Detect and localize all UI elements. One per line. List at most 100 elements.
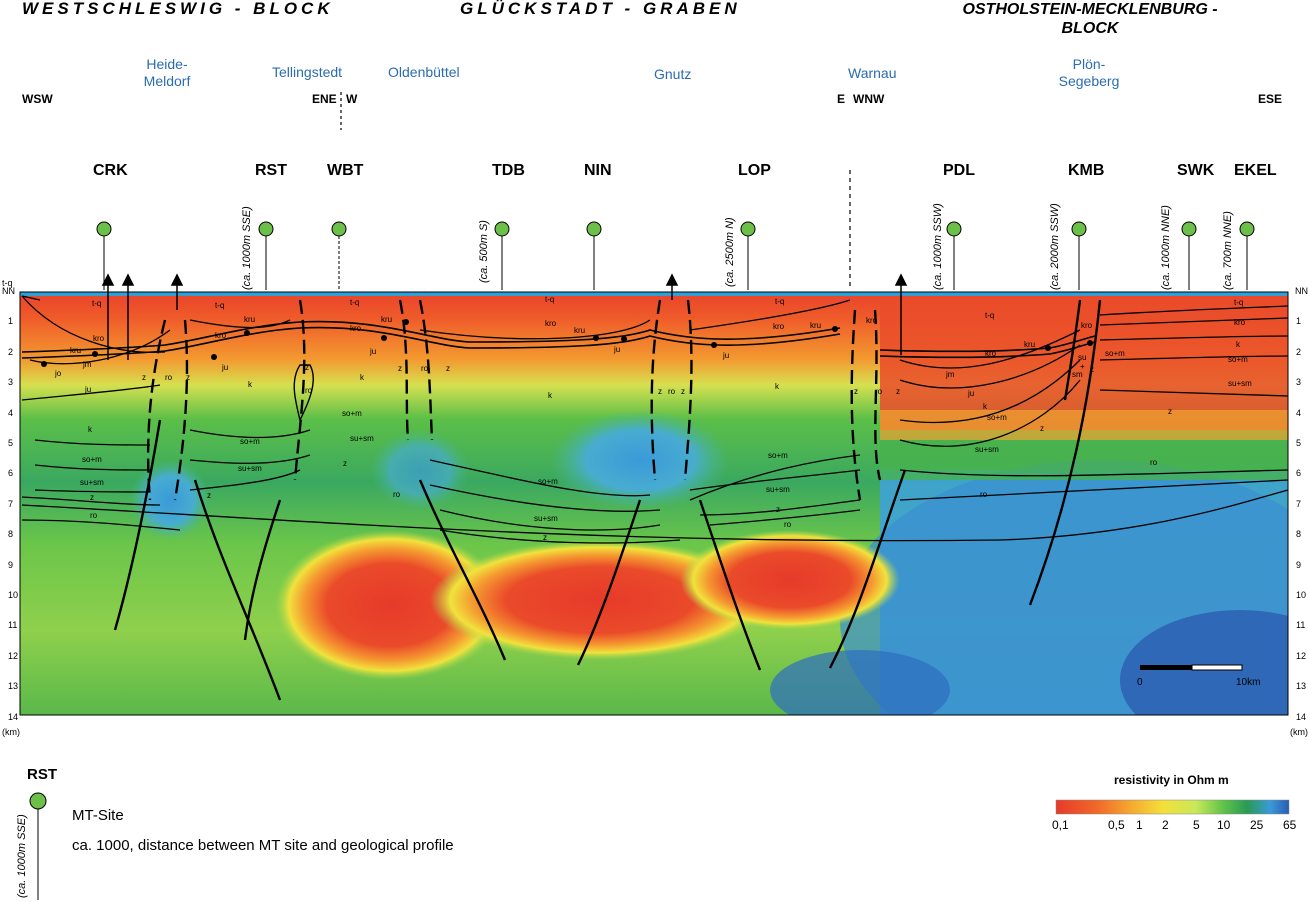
layer-label: su+sm (1228, 379, 1252, 388)
layer-label: z (90, 493, 94, 502)
depth-tick-label: 9 (1296, 559, 1302, 570)
ostholstein-line1: OSTHOLSTEIN-MECKLENBURG - (962, 1, 1218, 18)
layer-label: z (343, 459, 347, 468)
layer-label: ro (421, 364, 429, 373)
layer-label: z (543, 533, 547, 542)
heide-line1: Heide- (146, 56, 188, 72)
layer-label: kru (244, 315, 255, 324)
faults (113, 299, 1102, 701)
locality-tellingstedt: Tellingstedt (272, 64, 343, 80)
layer-label: ro (90, 511, 98, 520)
layer-label: kro (866, 316, 878, 325)
layer-label: k (248, 380, 253, 389)
mt-site-pdl-icon (946, 221, 962, 237)
layer-labels: t-q kro kru jm jo ju k so+m su+sm z ro z… (54, 295, 1252, 542)
site-label-lop: LOP (738, 162, 771, 179)
depth-tick-label: 6 (8, 468, 14, 479)
layer-label: kro (1081, 321, 1093, 330)
depth-tick-label: 8 (8, 529, 14, 540)
layer-label: z (681, 387, 685, 396)
resistivity-title: resistivity in Ohm m (1114, 773, 1229, 787)
depth-unit-right: (km) (1290, 727, 1308, 737)
layer-label: k (983, 402, 988, 411)
well-markers (41, 319, 1093, 367)
depth-tick-label: 2 (8, 346, 14, 357)
layer-label: z (186, 373, 190, 382)
direction-ene: ENE (312, 92, 337, 106)
direction-e: E (837, 92, 846, 106)
layer-label: so+m (987, 413, 1007, 422)
layer-label: k (775, 382, 780, 391)
locality-gnutz: Gnutz (654, 66, 692, 82)
depth-tick-label: 8 (1296, 529, 1302, 540)
resistivity-tick-label: 0,5 (1108, 818, 1125, 832)
layer-label: t-q (985, 311, 994, 320)
svg-text:sm: sm (1072, 370, 1083, 379)
depth-tick-label: 14 (8, 711, 19, 722)
depth-tick-label: 1 (1296, 316, 1302, 327)
resistivity-tick-label: 10 (1217, 818, 1231, 832)
depth-tick-label: 12 (1296, 650, 1307, 661)
base-cretaceous-horizon (21, 320, 1096, 359)
depth-axis-nn-left: NN (2, 286, 15, 296)
layer-label: ro (980, 490, 988, 499)
layer-label: k (88, 425, 93, 434)
layer-label: kru (70, 346, 81, 355)
site-label-tdb: TDB (492, 162, 525, 179)
depth-tick-label: 5 (1296, 438, 1302, 448)
boreholes (101, 273, 908, 360)
depth-tick-label: 3 (8, 377, 14, 388)
depth-tick-label: 5 (8, 438, 14, 448)
site-label-ekel: EKEL (1234, 162, 1277, 179)
depth-tick-label: 4 (1296, 407, 1302, 418)
svg-text:+: + (1080, 362, 1085, 371)
depth-tick-label: 10 (8, 590, 19, 600)
resistivity-tick-label: 1 (1136, 818, 1143, 832)
direction-w: W (346, 92, 358, 106)
locality-warnau: Warnau (848, 65, 897, 81)
layer-label: z (207, 491, 211, 500)
resistivity-tick-label: 65 (1283, 818, 1297, 832)
direction-wsw: WSW (22, 92, 53, 106)
layer-label: k (548, 391, 553, 400)
depth-tick-label: 6 (1296, 468, 1302, 479)
depth-axis-top-label: t-q (2, 278, 13, 288)
salt-diapirs (146, 299, 882, 501)
mt-site-lop-icon (740, 221, 756, 237)
mt-site-tdb-icon (494, 221, 510, 237)
layer-label: z (142, 373, 146, 382)
layer-label: so+m (240, 437, 260, 446)
layer-label: z (398, 364, 402, 373)
section-frame (19, 291, 1289, 716)
layer-label: ju (369, 347, 376, 356)
site-label-crk: CRK (93, 162, 128, 179)
layer-label: kru (381, 315, 392, 324)
resistivity-tick-label: 2 (1162, 818, 1169, 832)
depth-tick-label: 13 (8, 681, 19, 692)
scale-start: 0 (1137, 677, 1143, 688)
layer-label: so+m (538, 477, 558, 486)
site-label-pdl: PDL (943, 162, 975, 179)
westschleswig-block-label: WESTSCHLESWIG - BLOCK (22, 0, 334, 18)
layer-label: kro (215, 331, 227, 340)
layer-label: kro (985, 349, 997, 358)
layer-label: so+m (768, 451, 788, 460)
site-label-wbt: WBT (327, 162, 364, 179)
ploen-line1: Plön- (1072, 56, 1106, 72)
site-label-rst: RST (255, 162, 287, 179)
layer-label: ju (967, 389, 974, 398)
layer-label: so+m (342, 409, 362, 418)
scale-end: 10km (1236, 677, 1260, 688)
scale-bar: 0 10km (1137, 664, 1260, 688)
layer-label: su+sm (534, 514, 558, 523)
layer-label: z (776, 505, 780, 514)
direction-ese: ESE (1258, 92, 1283, 106)
depth-tick-label: 3 (1296, 377, 1302, 388)
layer-label: kro (350, 324, 362, 333)
layer-label: ju (84, 385, 91, 394)
mt-site-ekel-icon (1239, 221, 1255, 237)
layer-label: z (446, 364, 450, 373)
layer-label: kro (773, 322, 785, 331)
legend-distance-text: ca. 1000, distance between MT site and g… (72, 837, 454, 854)
